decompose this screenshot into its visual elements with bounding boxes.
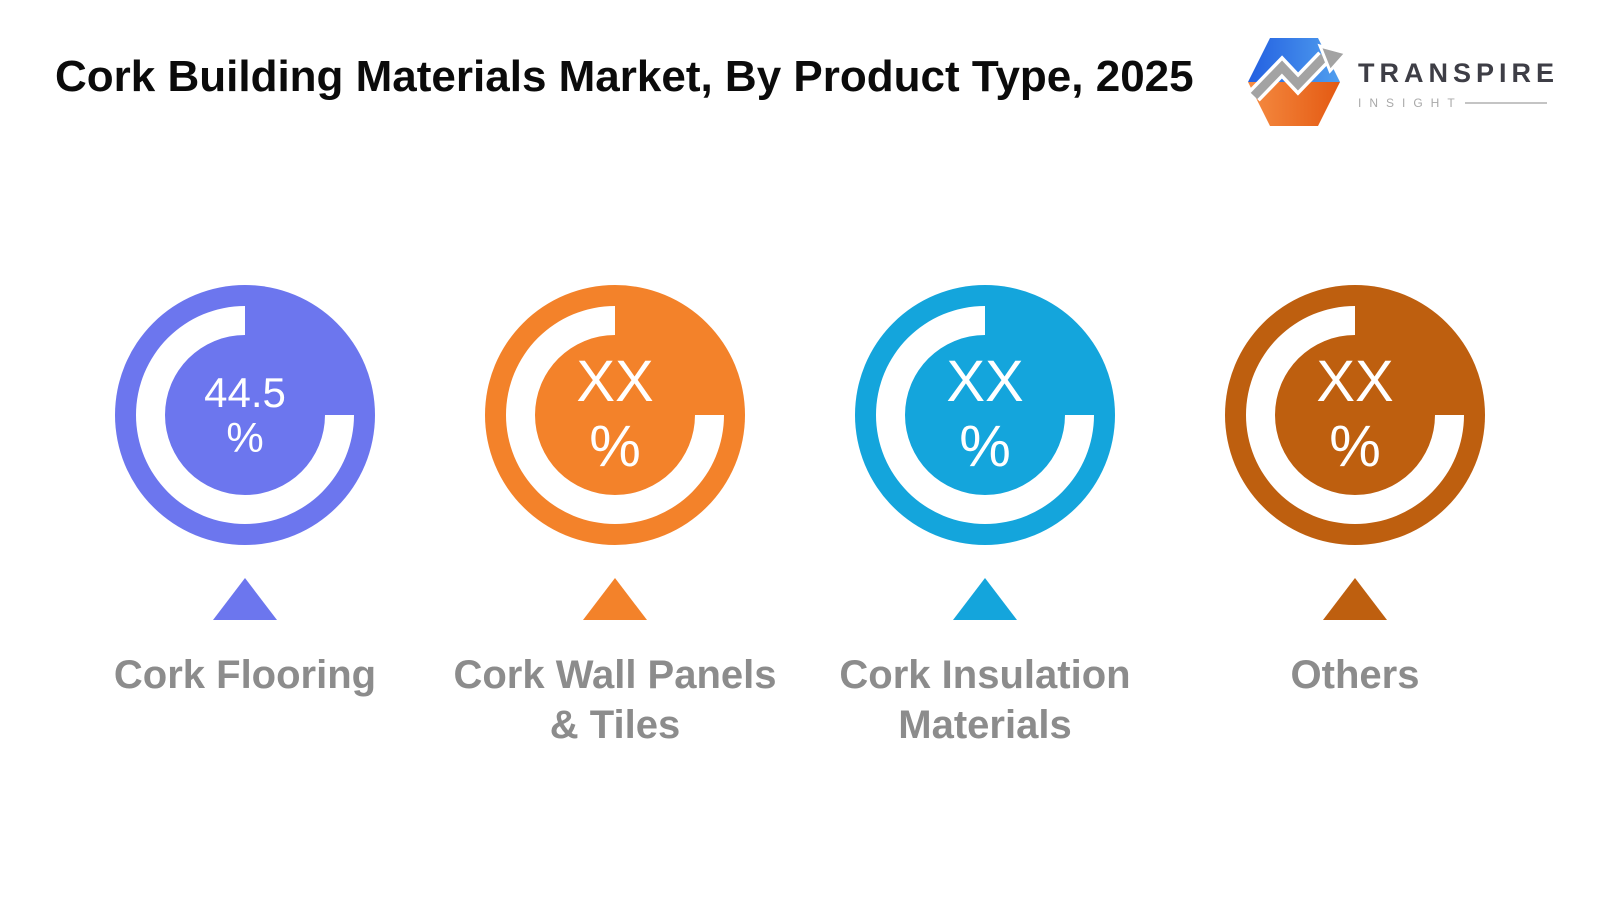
gauge-value-percent: % — [589, 414, 641, 479]
pointer-triangle-icon — [953, 578, 1017, 620]
donut-gauge: XX % — [1225, 285, 1485, 545]
category-label-line: Others — [1290, 653, 1420, 697]
brand-tagline-rule — [1464, 102, 1547, 104]
gauge-value-number: XX — [1316, 349, 1394, 415]
gauge-item-others: XX % Others — [1170, 285, 1540, 750]
pointer-triangle-icon — [213, 578, 277, 620]
gauge-value-number: XX — [576, 349, 654, 415]
category-label-line: & Tiles — [549, 703, 681, 747]
brand-tagline: INSIGHT — [1358, 96, 1463, 110]
gauge-ring-icon — [115, 285, 375, 545]
gauge-value: XX % — [855, 285, 1115, 545]
pointer-triangle-icon — [1323, 578, 1387, 620]
brand-text-block: TRANSPIRE INSIGHT — [1358, 58, 1559, 110]
brand-name: TRANSPIRE — [1358, 58, 1560, 88]
gauge-value-number: 44.5 — [204, 368, 286, 416]
gauge-value-percent: % — [1329, 414, 1381, 479]
donut-gauge: 44.5 % — [115, 285, 375, 545]
zigzag-arrow-icon — [1248, 43, 1348, 102]
category-label: Cork Flooring — [114, 650, 376, 700]
category-label: Others — [1291, 650, 1420, 700]
gauge-value: XX % — [485, 285, 745, 545]
category-label-line: Cork Wall Panels — [453, 653, 777, 697]
gauge-item-cork-wall-panels-tiles: XX % Cork Wall Panels & Tiles — [430, 285, 800, 750]
gauge-value-percent: % — [959, 414, 1011, 479]
category-label: Cork Wall Panels & Tiles — [453, 650, 776, 750]
pointer-triangle-icon — [583, 578, 647, 620]
category-label-line: Cork Insulation — [839, 653, 1131, 697]
gauge-value-percent: % — [226, 414, 264, 461]
transpire-logo-icon — [1248, 38, 1348, 126]
donut-gauge: XX % — [485, 285, 745, 545]
gauges-row: 44.5 % Cork Flooring XX % — [60, 285, 1540, 750]
donut-gauge: XX % — [855, 285, 1115, 545]
gauge-value: 44.5 % — [115, 285, 375, 545]
chart-title: Cork Building Materials Market, By Produ… — [55, 52, 1194, 101]
gauge-value: XX % — [1225, 285, 1485, 545]
gauge-ring-icon — [485, 285, 745, 545]
gauge-item-cork-flooring: 44.5 % Cork Flooring — [60, 285, 430, 750]
category-label-line: Cork Flooring — [113, 653, 377, 697]
category-label-line: Materials — [898, 703, 1072, 747]
gauge-ring-icon — [1225, 285, 1485, 545]
category-label: Cork Insulation Materials — [839, 650, 1130, 750]
brand-logo: TRANSPIRE INSIGHT — [1240, 34, 1559, 130]
gauge-ring-icon — [855, 285, 1115, 545]
brand-tagline-row: INSIGHT — [1358, 96, 1559, 110]
gauge-item-cork-insulation-materials: XX % Cork Insulation Materials — [800, 285, 1170, 750]
gauge-value-number: XX — [946, 349, 1024, 415]
